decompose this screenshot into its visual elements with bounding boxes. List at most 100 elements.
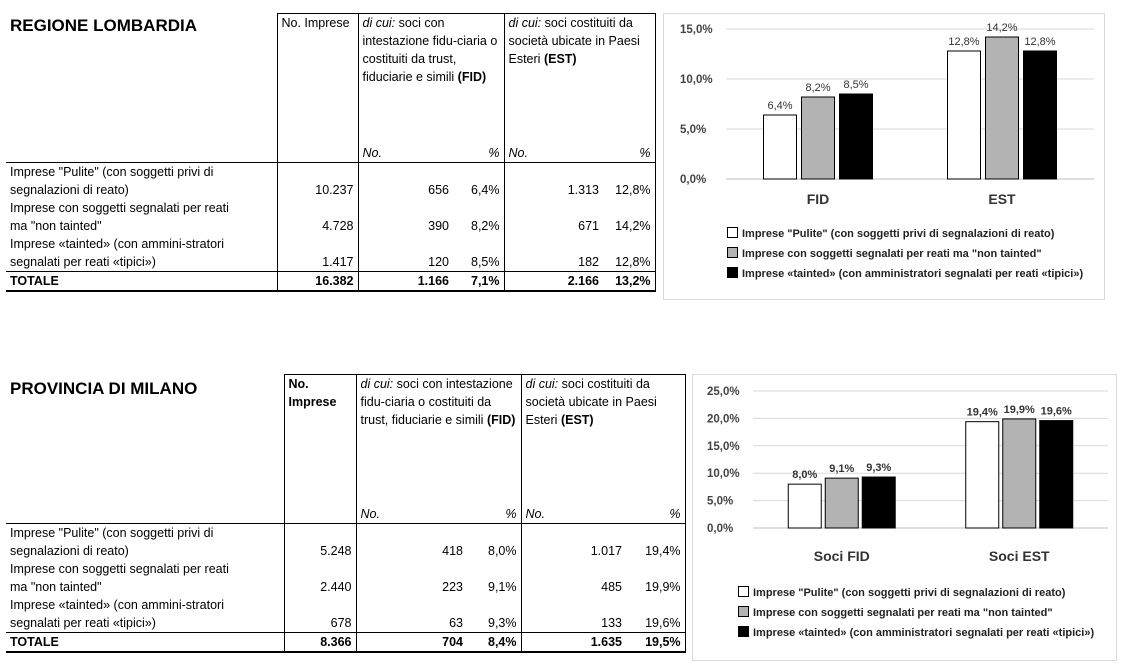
legend-swatch-black bbox=[738, 626, 749, 637]
cell-est-p: 19,4% bbox=[626, 522, 686, 560]
y-tick-label: 10,0% bbox=[707, 468, 740, 480]
header-est-text: soci costituiti da società ubicate in Pa… bbox=[508, 16, 640, 66]
header-est: di cui: soci costituiti da società ubica… bbox=[520, 374, 686, 505]
legend-label: Imprese con soggetti segnalati per reati… bbox=[753, 607, 1053, 619]
header-fid-text: soci con intestazione fidu-ciaria o cost… bbox=[360, 377, 513, 427]
total-fid-p: 8,4% bbox=[467, 632, 522, 653]
cell-fid-n: 63 bbox=[356, 595, 467, 633]
bar bbox=[763, 114, 797, 180]
total-est-n: 1.635 bbox=[521, 632, 626, 653]
legend-swatch-white bbox=[727, 227, 738, 238]
row-label: Imprese con soggetti segnalati per reati… bbox=[10, 561, 229, 594]
legend-label: Imprese "Pulite" (con soggetti privi di … bbox=[742, 228, 1055, 240]
data-label: 8,0% bbox=[792, 469, 817, 481]
legend-label: Imprese "Pulite" (con soggetti privi di … bbox=[753, 587, 1066, 599]
category-label: Soci FID bbox=[814, 548, 870, 564]
y-tick-label: 15,0% bbox=[707, 441, 740, 453]
legend-label: Imprese «tainted» (con amministratori se… bbox=[742, 268, 1084, 280]
data-label: 14,2% bbox=[986, 22, 1017, 34]
chart-legend: Imprese "Pulite" (con soggetti privi di … bbox=[738, 583, 1094, 643]
cell-fid-n: 223 bbox=[442, 579, 463, 594]
cell-fid-n: 120 bbox=[358, 234, 453, 272]
subheader-no: No. bbox=[503, 143, 603, 162]
legend-item: Imprese "Pulite" (con soggetti privi di … bbox=[727, 224, 1083, 244]
data-label: 19,6% bbox=[1041, 406, 1072, 418]
data-label: 19,9% bbox=[1004, 404, 1035, 416]
cell-n: 678 bbox=[283, 595, 357, 633]
data-label: 6,4% bbox=[767, 100, 792, 112]
cell-fid-n: 390 bbox=[428, 218, 449, 233]
cell-fid-p: 9,3% bbox=[467, 595, 522, 633]
cell-est-n: 133 bbox=[521, 595, 626, 633]
subheader-no: No. bbox=[520, 504, 626, 523]
cell-fid-p: 6,4% bbox=[453, 161, 505, 199]
header-fid: di cui: soci con intestazione fidu-ciari… bbox=[355, 374, 521, 505]
header-est-prefix: di cui: bbox=[508, 16, 542, 30]
row-label: Imprese con soggetti segnalati per reati… bbox=[10, 200, 229, 233]
data-label: 8,2% bbox=[805, 82, 830, 94]
cell-est-p: 19,6% bbox=[626, 595, 686, 633]
total-fid-n: 1.166 bbox=[358, 271, 453, 292]
legend-swatch-white bbox=[738, 586, 749, 597]
data-label: 19,4% bbox=[967, 407, 998, 419]
header-fid-prefix: di cui: bbox=[362, 16, 396, 30]
legend-swatch-grey bbox=[738, 606, 749, 617]
total-label: TOTALE bbox=[6, 271, 277, 292]
cell-fid-n: 418 bbox=[356, 522, 467, 560]
y-tick-label: 25,0% bbox=[707, 386, 740, 398]
category-label: FID bbox=[807, 191, 830, 207]
cell-est-n: 1.313 bbox=[504, 161, 603, 199]
cell-est-n: 182 bbox=[504, 234, 603, 272]
header-fid-prefix: di cui: bbox=[360, 377, 394, 391]
bar bbox=[1002, 418, 1037, 529]
cell-n: 2.440 bbox=[283, 559, 357, 596]
cell-est-n: 1.017 bbox=[521, 522, 626, 560]
bar bbox=[824, 477, 859, 529]
cell-est-p: 14,2% bbox=[603, 198, 656, 235]
header-no-imprese: No. Impresе bbox=[276, 13, 358, 144]
header-no-imprese: No. Imprese bbox=[283, 374, 356, 505]
cell-fid-p: 9,1% bbox=[467, 559, 522, 596]
legend-item: Imprese «tainted» (con amministratori se… bbox=[727, 264, 1083, 284]
cell-fid-p: 8,0% bbox=[467, 522, 522, 560]
bar-chart-milano: 0,0% 5,0% 10,0% 15,0% 20,0% 25,0% 8,0% 9,1% 9,3%… bbox=[707, 386, 1108, 564]
subheader-pct: % bbox=[505, 506, 517, 521]
row-label: Imprese "Pulite" (con soggetti privi di s… bbox=[6, 522, 284, 560]
y-tick-label: 5,0% bbox=[680, 124, 706, 136]
legend-label: Imprese con soggetti segnalati per reati… bbox=[742, 248, 1042, 260]
cell-n: 4.728 bbox=[276, 198, 359, 235]
subheader-pct: % bbox=[603, 143, 656, 162]
bar bbox=[985, 36, 1019, 180]
cell-n: 1.417 bbox=[276, 234, 359, 272]
cell-est-p: 12,8% bbox=[603, 161, 656, 199]
subheader-pct: % bbox=[626, 504, 686, 523]
y-tick-label: 0,0% bbox=[680, 174, 706, 186]
legend-item: Imprese «tainted» (con amministratori se… bbox=[738, 623, 1094, 643]
y-tick-label: 0,0% bbox=[707, 523, 733, 535]
header-est: di cui: soci costituiti da società ubica… bbox=[503, 13, 656, 144]
table-title: REGIONE LOMBARDIA bbox=[10, 16, 197, 35]
y-tick-label: 20,0% bbox=[707, 413, 740, 425]
cell-fid-n: 656 bbox=[358, 161, 453, 199]
data-label: 9,3% bbox=[866, 462, 891, 474]
cell-fid-p: 8,2% bbox=[453, 198, 505, 235]
bar bbox=[1023, 50, 1057, 180]
cell-n: 10.237 bbox=[276, 161, 359, 199]
table-title: PROVINCIA DI MILANO bbox=[10, 379, 198, 398]
cell-est-p: 12,8% bbox=[603, 234, 656, 272]
total-n: 16.382 bbox=[276, 271, 359, 292]
cell-est-p: 19,9% bbox=[626, 559, 686, 596]
total-est-p: 19,5% bbox=[626, 632, 686, 653]
total-n: 8.366 bbox=[283, 632, 357, 653]
chart-legend: Imprese "Pulite" (con soggetti privi di … bbox=[727, 224, 1083, 284]
legend-item: Imprese "Pulite" (con soggetti privi di … bbox=[738, 583, 1094, 603]
header-fid-code: (FID) bbox=[486, 413, 516, 427]
legend-swatch-black bbox=[727, 267, 738, 278]
data-label: 12,8% bbox=[948, 36, 979, 48]
category-label: EST bbox=[988, 191, 1016, 207]
row-label: Imprese «tainted» (con ammini-stratori se… bbox=[6, 234, 277, 272]
bar bbox=[1039, 420, 1074, 529]
cell-est-n: 671 bbox=[578, 218, 599, 233]
subheader-no: No. bbox=[355, 504, 467, 523]
total-label: TOTALE bbox=[6, 632, 284, 653]
